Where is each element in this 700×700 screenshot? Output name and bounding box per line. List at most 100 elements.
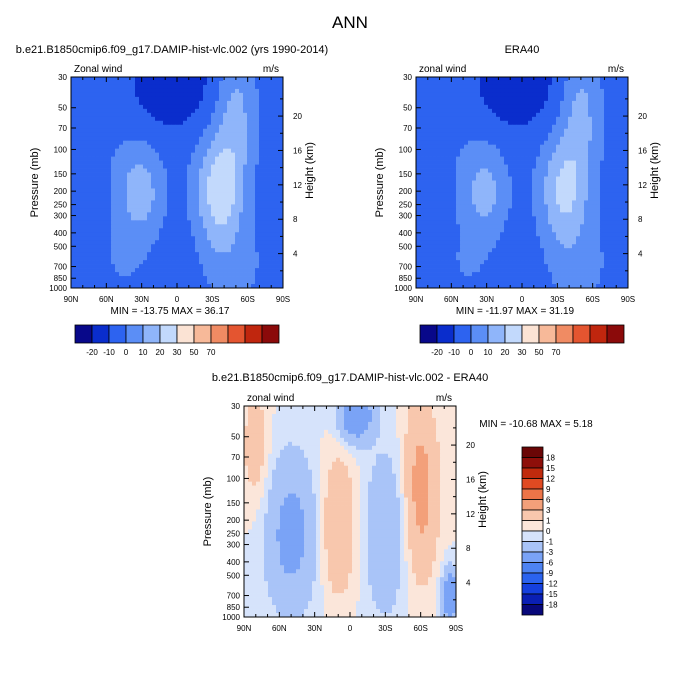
field-cell — [460, 212, 465, 217]
field-cell — [444, 200, 449, 205]
field-cell — [135, 160, 140, 165]
field-cell — [183, 284, 188, 288]
field-cell — [620, 216, 625, 221]
field-cell — [484, 88, 489, 94]
colorbar-box — [108, 324, 127, 344]
field-cell — [604, 104, 609, 110]
field-cell — [604, 116, 609, 122]
field-cell — [616, 224, 621, 229]
field-cell — [91, 132, 96, 138]
field-cell — [83, 212, 88, 217]
field-cell — [464, 192, 469, 197]
field-cell — [103, 84, 108, 90]
field-cell — [271, 176, 276, 181]
y-tick-label: 200 — [54, 187, 68, 196]
field-cell — [424, 184, 429, 189]
y-tick-label: 1000 — [49, 284, 67, 293]
field-cell — [223, 172, 228, 177]
field-cell — [79, 77, 84, 82]
field-cell — [163, 244, 168, 249]
field-cell — [167, 144, 172, 150]
field-cell — [504, 172, 509, 177]
field-cell — [171, 100, 176, 106]
field-cell — [476, 132, 481, 138]
field-cell — [416, 108, 421, 114]
field-cell — [588, 220, 593, 225]
field-cell — [432, 204, 437, 209]
field-cell — [99, 77, 104, 82]
field-cell — [107, 284, 112, 288]
field-cell — [95, 240, 100, 245]
field-cell — [115, 88, 120, 94]
field-cell — [468, 148, 473, 153]
field-cell — [155, 100, 160, 106]
field-cell — [472, 116, 477, 122]
field-cell — [71, 160, 76, 165]
field-cell — [143, 132, 148, 138]
field-cell — [416, 140, 421, 146]
field-cell — [239, 284, 244, 288]
field-cell — [263, 144, 268, 150]
field-cell — [131, 240, 136, 245]
field-cell — [500, 100, 505, 106]
field-cell — [123, 224, 128, 229]
field-cell — [516, 148, 521, 153]
field-cell — [247, 80, 252, 86]
field-cell — [271, 156, 276, 161]
field-cell — [91, 112, 96, 118]
field-cell — [568, 220, 573, 225]
field-cell — [247, 88, 252, 94]
field-cell — [432, 180, 437, 185]
field-cell — [179, 124, 184, 130]
field-cell — [223, 268, 228, 273]
field-cell — [83, 252, 88, 257]
field-cell — [263, 208, 268, 213]
field-cell — [131, 112, 136, 118]
field-cell — [548, 124, 553, 130]
field-cell — [496, 172, 501, 177]
field-cell — [191, 276, 196, 281]
field-cell — [183, 172, 188, 177]
field-cell — [151, 84, 156, 90]
field-cell — [556, 136, 561, 142]
field-cell — [548, 160, 553, 165]
field-cell — [576, 148, 581, 153]
field-cell — [612, 172, 617, 177]
field-cell — [195, 188, 200, 193]
field-cell — [564, 208, 569, 213]
field-cell — [267, 216, 272, 221]
field-cell — [452, 220, 457, 225]
field-cell — [219, 280, 224, 285]
field-cell — [95, 144, 100, 150]
field-cell — [119, 88, 124, 94]
field-cell — [219, 196, 224, 201]
field-cell — [143, 124, 148, 130]
field-cell — [572, 148, 577, 153]
field-cell — [179, 200, 184, 205]
field-cell — [195, 236, 200, 241]
field-cell — [135, 124, 140, 130]
field-cell — [199, 80, 204, 86]
field-cell — [448, 116, 453, 122]
field-cell — [135, 192, 140, 197]
field-cell — [87, 208, 92, 213]
field-cell — [179, 260, 184, 265]
field-cell — [616, 116, 621, 122]
field-cell — [448, 140, 453, 146]
field-cell — [87, 248, 92, 253]
field-cell — [103, 224, 108, 229]
field-cell — [107, 276, 112, 281]
field-cell — [540, 172, 545, 177]
field-cell — [139, 268, 144, 273]
field-cell — [195, 164, 200, 169]
field-cell — [87, 200, 92, 205]
field-cell — [167, 284, 172, 288]
field-cell — [588, 200, 593, 205]
field-cell — [131, 272, 136, 277]
field-cell — [544, 196, 549, 201]
field-cell — [416, 216, 421, 221]
field-cell — [215, 100, 220, 106]
field-cell — [536, 144, 541, 150]
field-cell — [239, 204, 244, 209]
field-cell — [111, 144, 116, 150]
